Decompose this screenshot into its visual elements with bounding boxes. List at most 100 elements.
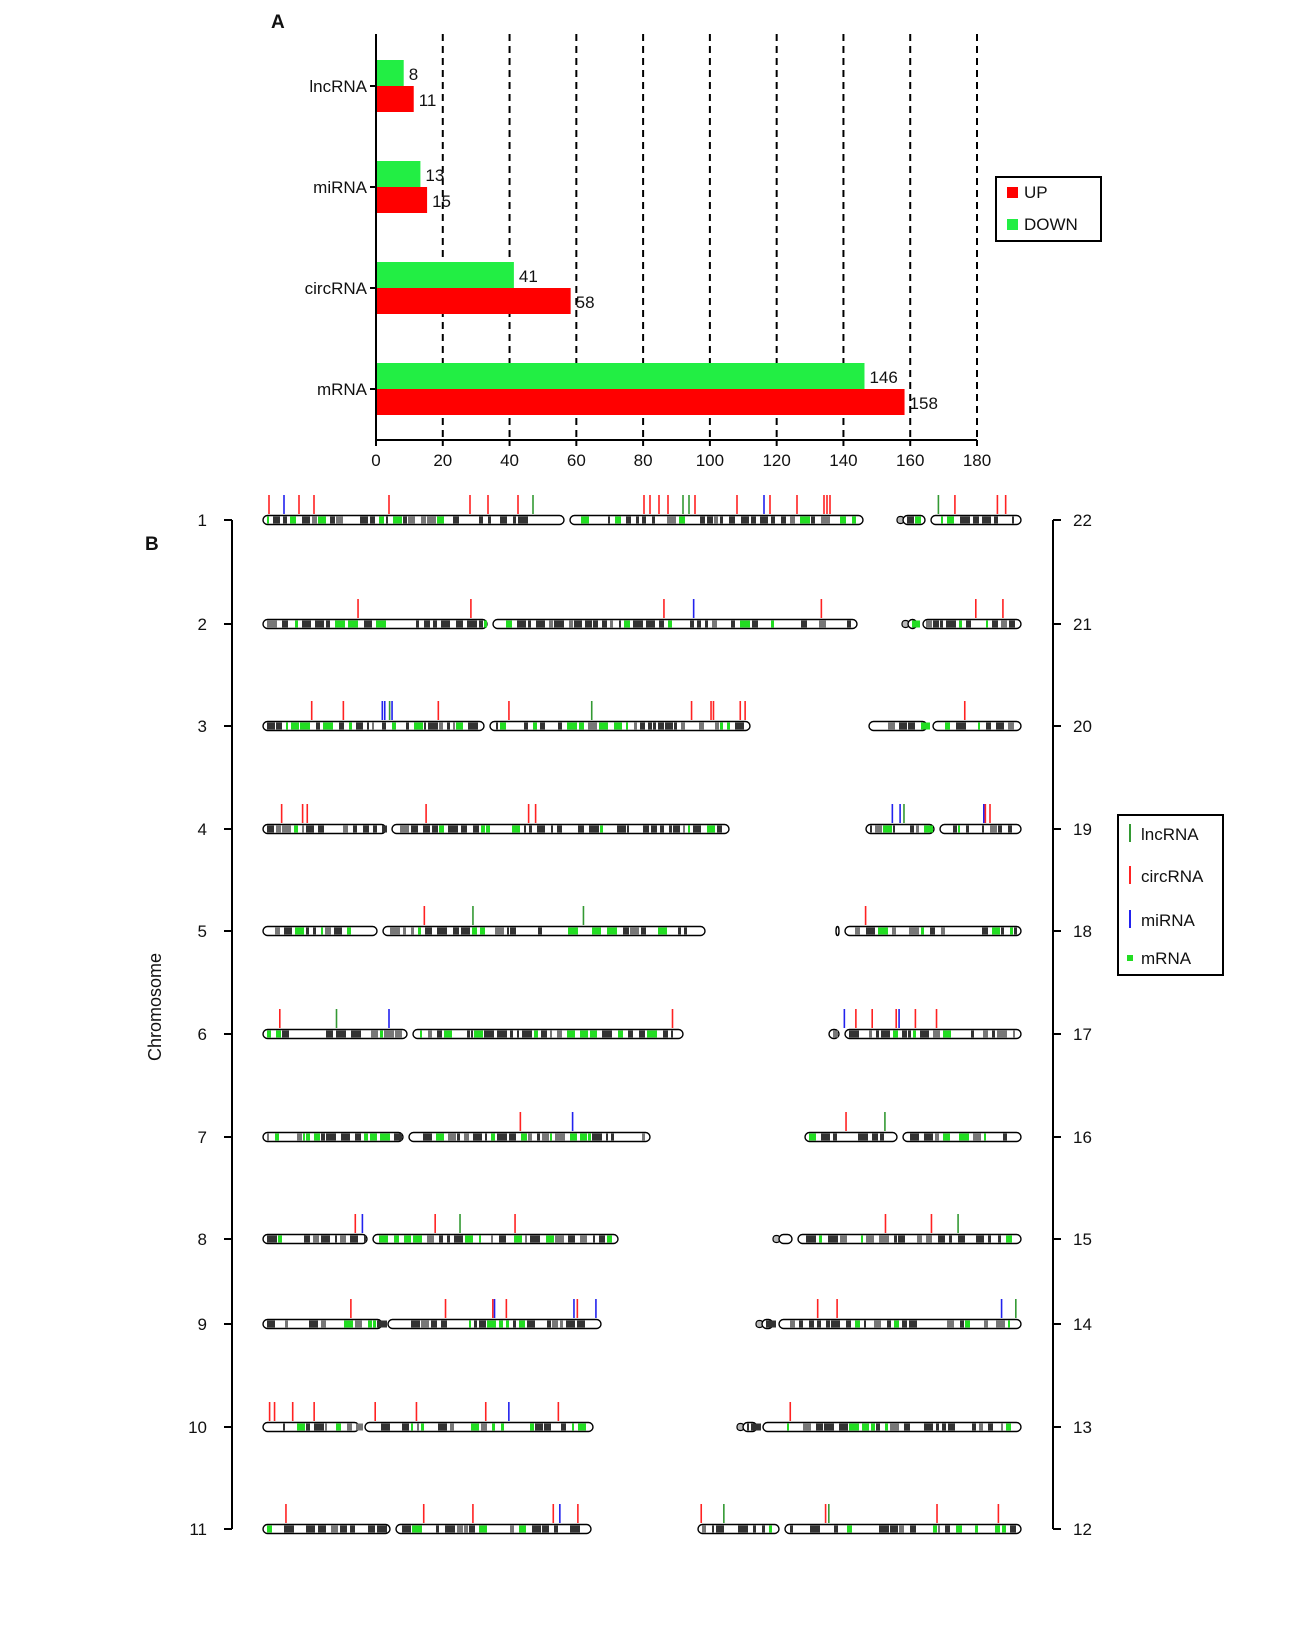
value-label-down-lncRNA: 8 — [409, 65, 418, 84]
band — [639, 1030, 645, 1038]
p-arm — [868, 720, 928, 732]
mrna-marker — [1006, 1235, 1012, 1243]
chromosome-label-14: 14 — [1073, 1315, 1092, 1334]
band — [693, 825, 701, 833]
band — [282, 825, 291, 833]
band — [524, 722, 528, 730]
band — [560, 1320, 563, 1328]
mrna-marker — [368, 1320, 372, 1328]
band — [437, 1030, 442, 1038]
mrna-marker — [379, 516, 384, 524]
band — [382, 722, 386, 730]
chromosome-7 — [262, 1112, 651, 1143]
chromosome-label-17: 17 — [1073, 1025, 1092, 1044]
category-label-miRNA: miRNA — [313, 178, 367, 197]
band — [500, 516, 507, 524]
mrna-marker — [499, 1320, 503, 1328]
band — [610, 620, 613, 628]
band — [866, 927, 875, 935]
band — [510, 927, 516, 935]
mrna-marker — [819, 1235, 822, 1243]
mrna-marker — [915, 516, 921, 524]
band — [507, 927, 509, 935]
band — [454, 1235, 463, 1243]
band — [973, 1133, 981, 1141]
band — [473, 1133, 482, 1141]
band — [554, 1525, 558, 1533]
legend-box — [1117, 814, 1224, 976]
band — [869, 1030, 872, 1038]
band — [942, 1423, 946, 1431]
mrna-marker — [995, 1525, 1000, 1533]
band — [735, 722, 744, 730]
band — [623, 927, 629, 935]
band — [403, 927, 406, 935]
band — [367, 722, 369, 730]
band — [360, 516, 368, 524]
band — [479, 620, 483, 628]
band — [522, 1030, 532, 1038]
band — [363, 825, 369, 833]
band — [751, 516, 756, 524]
band — [910, 825, 914, 833]
mrna-marker — [411, 1423, 413, 1431]
bar-down-lncRNA — [377, 60, 404, 86]
band — [335, 1235, 337, 1243]
mrna-marker — [318, 516, 326, 524]
band — [566, 1320, 575, 1328]
band — [643, 825, 649, 833]
mrna-marker — [727, 722, 730, 730]
band — [488, 516, 491, 524]
band — [536, 620, 545, 628]
p-arm — [262, 1523, 391, 1535]
mrna-marker — [614, 722, 622, 730]
mrna-marker — [420, 1030, 422, 1038]
band — [652, 516, 655, 524]
band — [557, 825, 562, 833]
band — [550, 1030, 552, 1038]
mrna-marker — [487, 1320, 496, 1328]
band — [894, 1235, 897, 1243]
band — [986, 722, 991, 730]
band — [751, 1423, 761, 1431]
band — [949, 1235, 952, 1243]
mrna-marker — [1010, 927, 1013, 935]
mrna-marker — [364, 1133, 368, 1141]
mrna-marker — [370, 1133, 377, 1141]
band — [747, 1423, 749, 1431]
mrna-marker — [921, 927, 924, 935]
band — [513, 516, 516, 524]
band — [971, 1030, 974, 1038]
band — [599, 1235, 605, 1243]
band — [771, 516, 775, 524]
mrna-marker — [590, 1030, 597, 1038]
band — [717, 825, 722, 833]
band — [636, 516, 639, 524]
value-label-down-circRNA: 41 — [519, 267, 538, 286]
band — [445, 1525, 455, 1533]
band — [340, 1235, 346, 1243]
mrna-marker — [740, 620, 750, 628]
band — [284, 1525, 294, 1533]
band — [628, 1030, 633, 1038]
band — [527, 1320, 535, 1328]
band — [634, 722, 637, 730]
band — [510, 1525, 514, 1533]
band — [899, 1525, 904, 1533]
panel-a-label: A — [271, 12, 285, 33]
mrna-marker — [913, 1030, 916, 1038]
band — [821, 1133, 830, 1141]
band — [790, 516, 795, 524]
band — [879, 1525, 889, 1533]
mrna-marker — [941, 516, 943, 524]
band — [336, 516, 343, 524]
mrna-marker — [568, 927, 578, 935]
band — [998, 1235, 1001, 1243]
bar-up-mRNA — [377, 389, 905, 415]
band — [589, 825, 599, 833]
mrna-marker — [933, 1525, 937, 1533]
band — [840, 1235, 847, 1243]
mrna-marker — [769, 1525, 772, 1533]
band — [926, 1235, 932, 1243]
band — [285, 1320, 288, 1328]
